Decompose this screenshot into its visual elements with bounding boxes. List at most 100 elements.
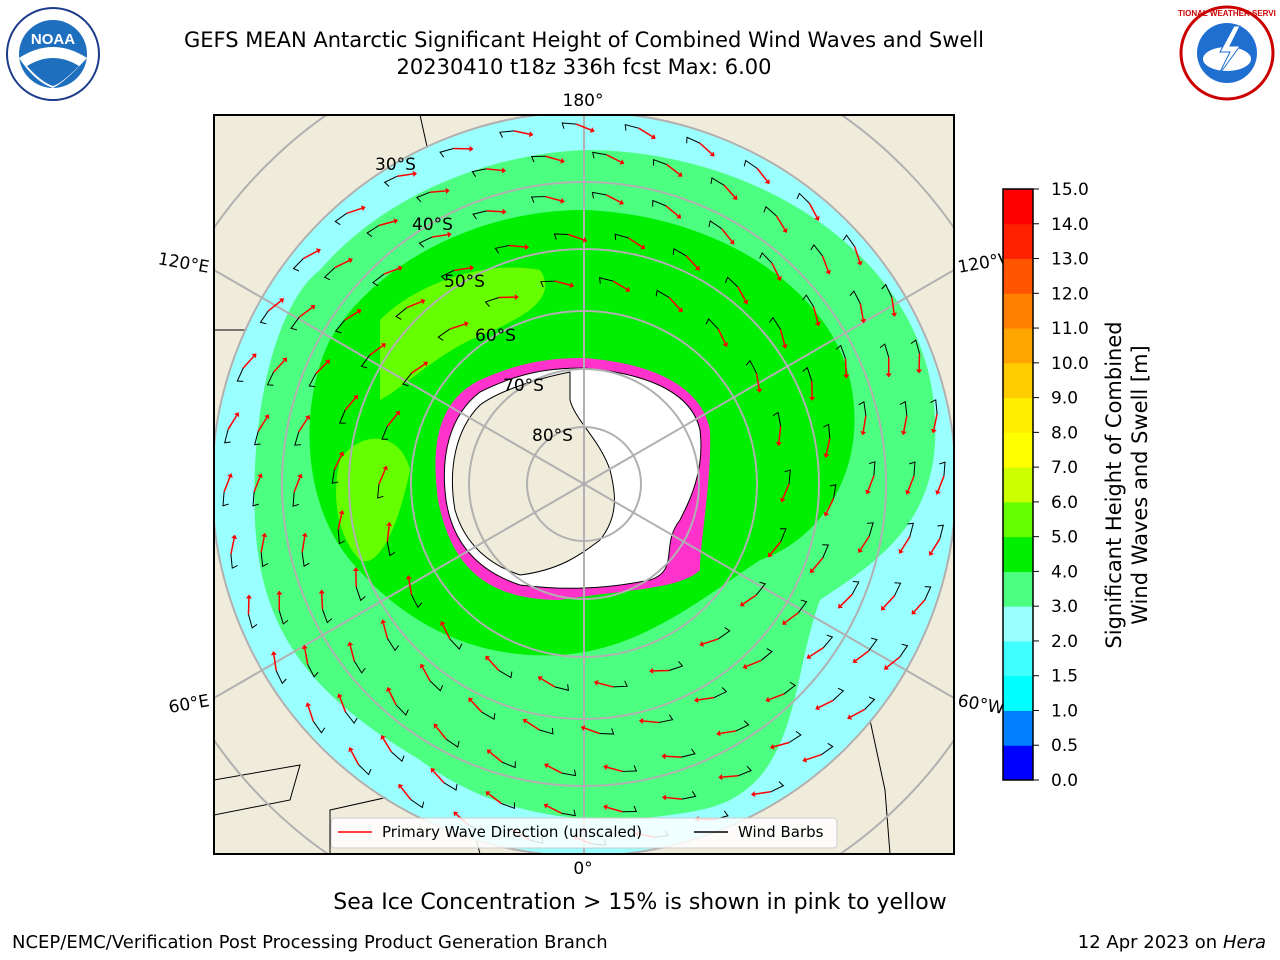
wind-barb [745, 359, 757, 374]
wave-arrow-head [852, 658, 858, 663]
wind-barb [377, 483, 384, 499]
wind-barb [717, 627, 731, 640]
wind-barb [236, 368, 244, 382]
wave-arrow [293, 477, 301, 493]
wave-arrow-head [325, 359, 331, 365]
wave-arrow-head [315, 248, 321, 254]
wind-barb [530, 155, 546, 163]
wind-barb [779, 528, 787, 542]
wave-arrow-head [603, 764, 608, 771]
wind-barb [338, 409, 346, 424]
wave-arrow [597, 682, 614, 688]
legend-barb-label: Wind Barbs [738, 823, 824, 841]
wave-arrow-head [916, 369, 923, 374]
wind-barb [710, 177, 725, 186]
wind-barb [802, 366, 813, 382]
wave-arrow-head [905, 489, 911, 495]
wave-arrow-head [823, 453, 830, 458]
wave-arrow-head [380, 343, 386, 349]
wave-arrow-head [423, 361, 429, 367]
wind-barb [784, 469, 791, 485]
wave-arrow-head [649, 667, 654, 674]
wave-arrow-head [279, 298, 285, 304]
wind-barb [894, 582, 902, 597]
wind-barb [253, 431, 261, 446]
wave-arrow [386, 413, 399, 427]
wave-arrow [773, 741, 790, 748]
sea-ice-caption: Sea Ice Concentration > 15% is shown in … [333, 890, 947, 915]
wave-arrow [825, 438, 831, 455]
wave-arrow [840, 593, 853, 607]
wind-barb [395, 704, 409, 716]
wave-arrow [400, 786, 412, 801]
lat-label-60s: 60°S [475, 326, 516, 346]
wave-arrow-head [251, 353, 257, 359]
wind-barb [530, 196, 546, 203]
wave-arrow-head [739, 601, 745, 607]
wind-barb [821, 742, 834, 756]
wind-barb [301, 552, 310, 567]
wind-barb [387, 638, 399, 652]
wind-barb [312, 721, 326, 734]
wave-arrow-head [227, 473, 233, 479]
wind-barb [308, 373, 317, 388]
wave-arrow [257, 417, 268, 432]
colorbar-tick-label: 4.0 [1051, 562, 1078, 582]
wave-arrow-head [880, 605, 886, 611]
wind-barb [410, 799, 425, 809]
wind-barb [832, 687, 845, 701]
wave-arrow-head [802, 756, 808, 763]
wave-arrow [746, 659, 762, 668]
wind-barb [401, 372, 412, 387]
lat-label-80s: 80°S [532, 426, 573, 446]
colorbar-tick-label: 0.5 [1051, 736, 1078, 756]
wave-arrow-head [768, 552, 773, 558]
wind-barb [910, 339, 921, 354]
wave-arrow [382, 622, 389, 639]
wave-arrow [227, 415, 238, 430]
wave-arrow-head [502, 208, 507, 215]
wave-arrow-head [718, 774, 723, 781]
colorbar-tick-label: 6.0 [1051, 493, 1078, 513]
wave-arrow [855, 650, 870, 662]
wind-barb [322, 609, 333, 624]
wave-arrow-head [301, 644, 308, 650]
wind-barb [334, 319, 346, 334]
wave-arrow [850, 708, 866, 718]
wave-arrow-head [885, 373, 892, 378]
wave-arrow [429, 190, 446, 193]
wind-barb [823, 423, 831, 439]
wave-arrow [487, 658, 500, 671]
wave-arrow-head [860, 318, 867, 324]
wave-arrow [606, 806, 623, 813]
wave-arrow-head [781, 344, 788, 349]
wind-barb [471, 168, 487, 177]
wave-arrow-head [928, 550, 934, 556]
wave-arrow [378, 468, 386, 485]
wave-arrow-head [618, 199, 624, 205]
wind-barb [705, 318, 719, 330]
wind-barb [858, 401, 867, 416]
wind-barb [502, 761, 516, 769]
wave-arrow-head [486, 749, 492, 755]
wave-arrow-head [742, 299, 749, 305]
wave-arrow [903, 415, 908, 432]
colorbar-tick-label: 3.0 [1051, 597, 1078, 617]
wave-arrow [808, 202, 818, 218]
wave-arrow-head [930, 428, 937, 434]
wave-arrow [867, 475, 875, 491]
wind-barb [353, 660, 366, 674]
wind-barb [881, 283, 893, 298]
wave-arrow [337, 513, 343, 530]
colorbar-segment [1003, 467, 1033, 503]
wave-arrow-head [412, 170, 418, 177]
wave-arrow-head [397, 265, 403, 272]
wave-arrow-head [756, 388, 763, 393]
wave-arrow [307, 705, 315, 722]
wave-arrow-head [382, 465, 388, 471]
wave-arrow [411, 363, 426, 374]
colorbar-segment [1003, 536, 1033, 572]
wave-arrow-head [453, 811, 459, 817]
wave-arrow-head [619, 159, 625, 165]
